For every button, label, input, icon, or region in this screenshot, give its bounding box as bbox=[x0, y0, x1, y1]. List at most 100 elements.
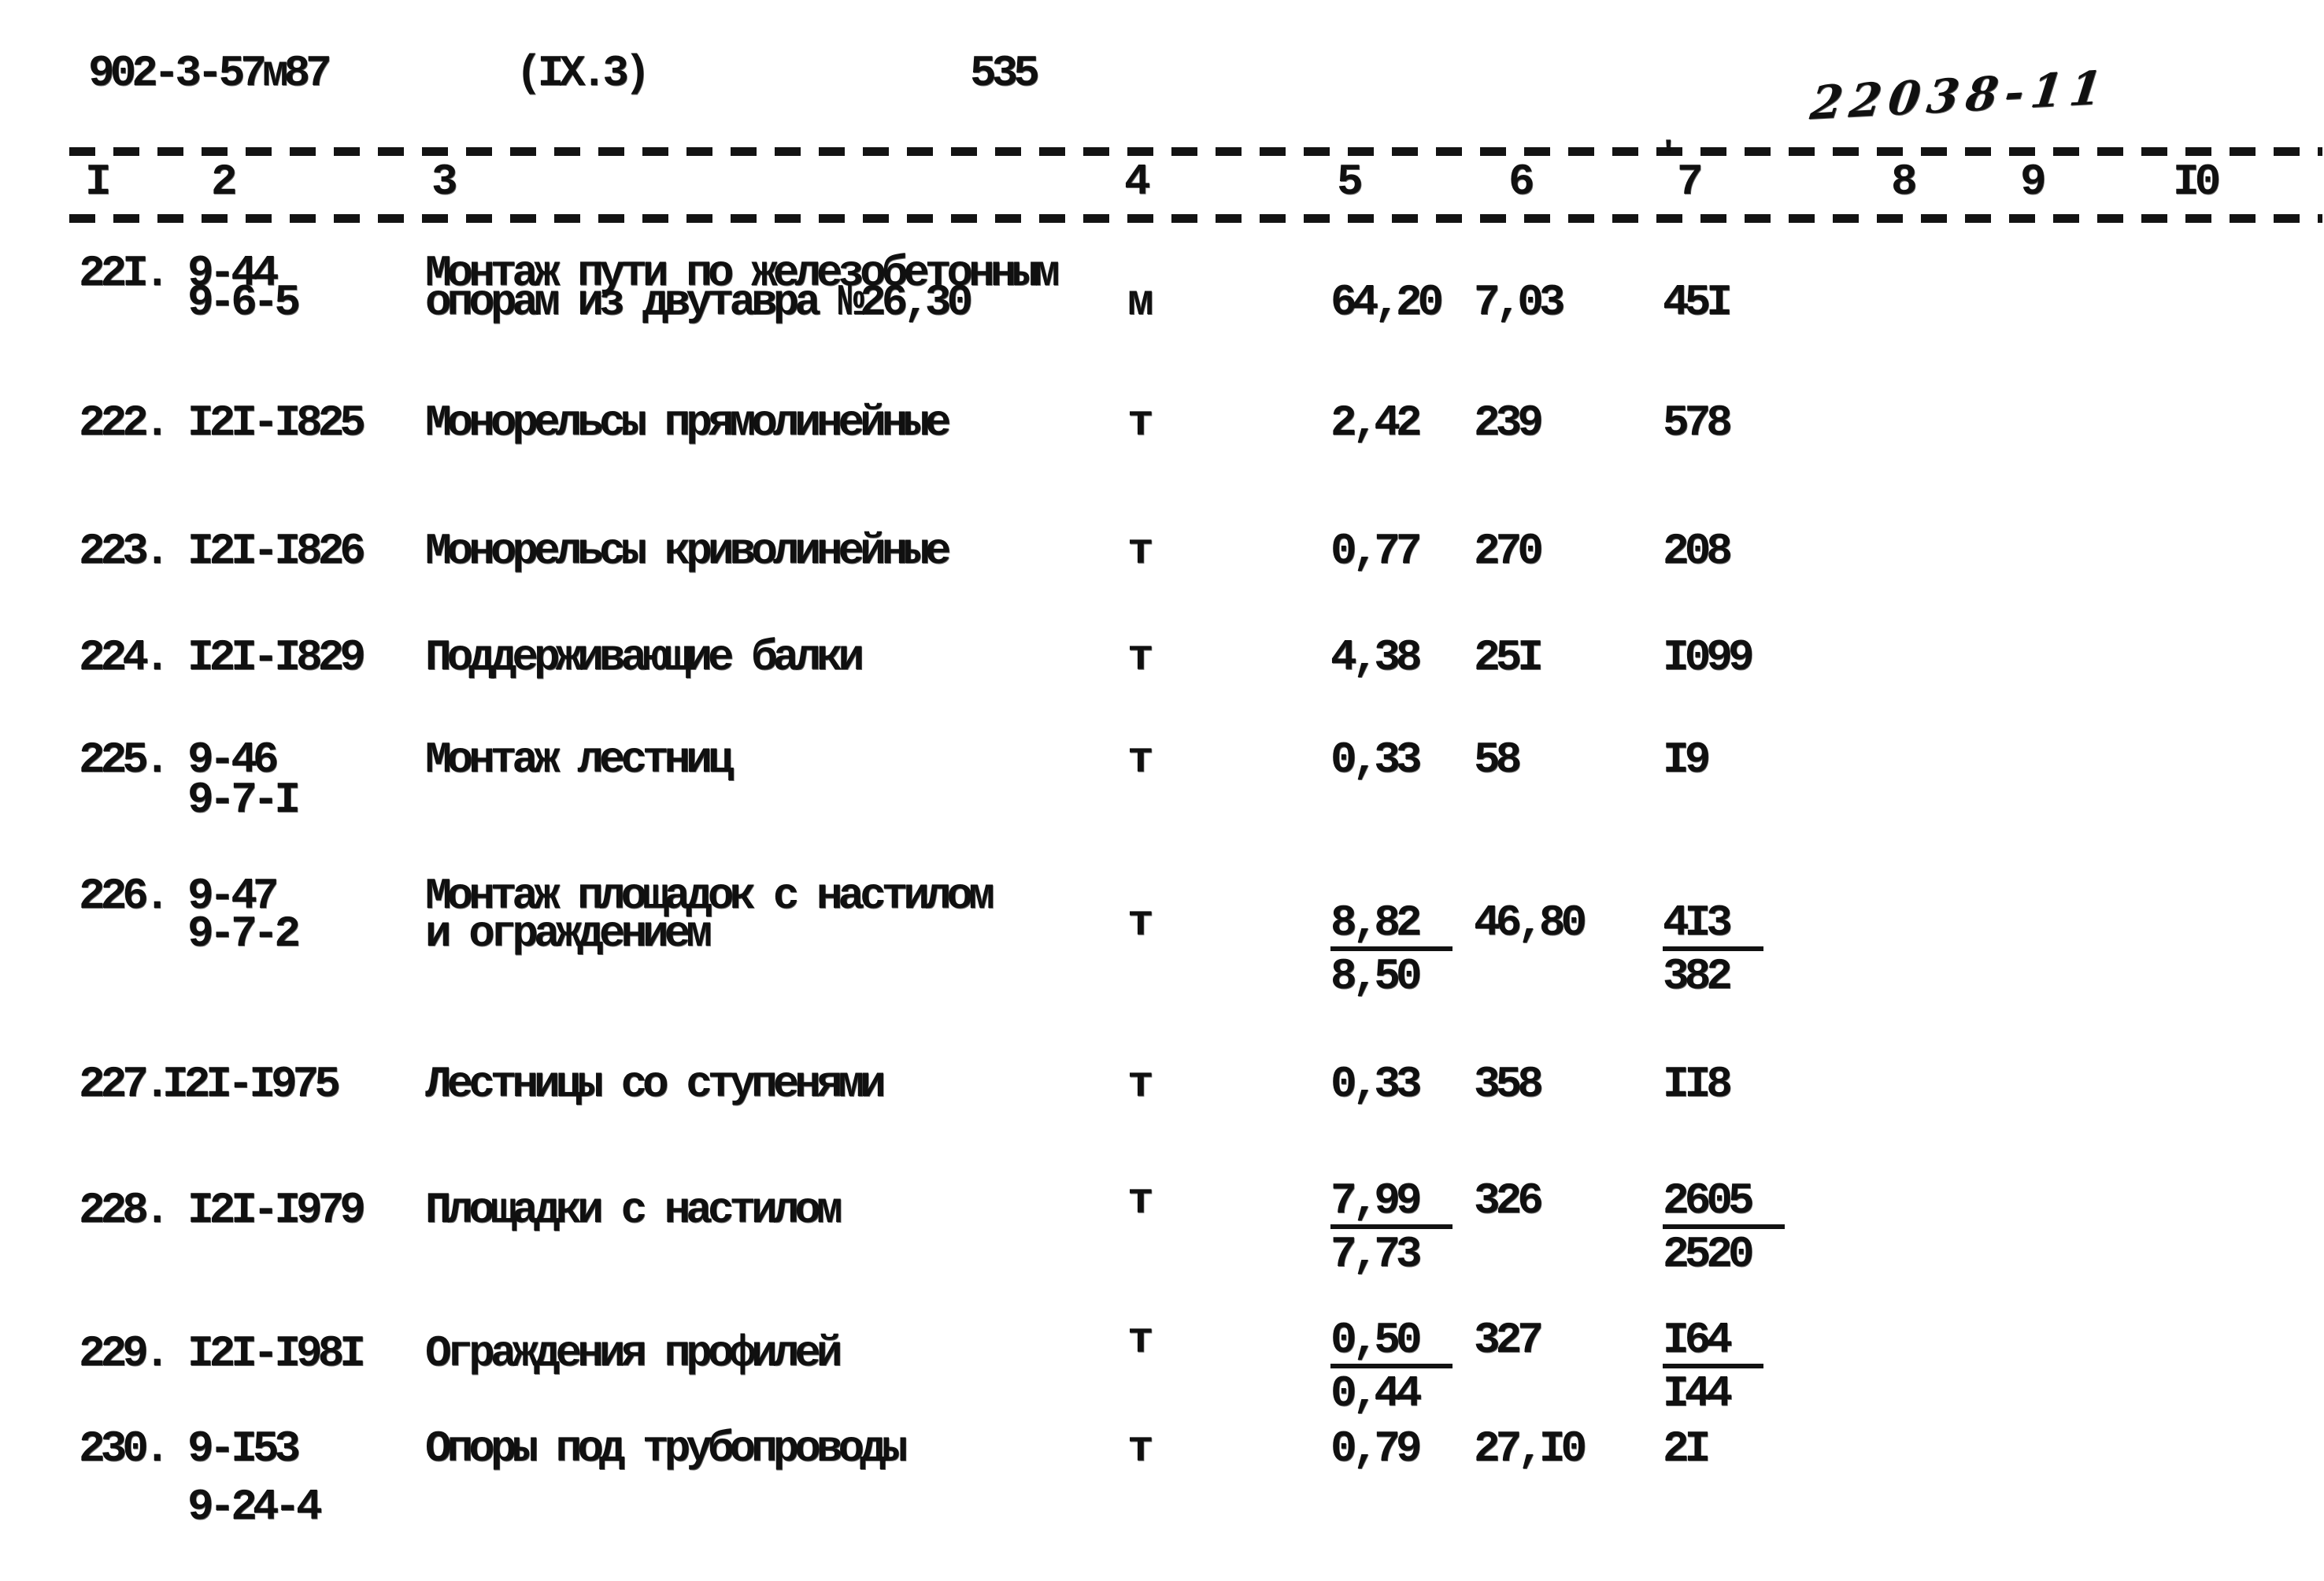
work-description: Монорельсы прямолинейные bbox=[425, 398, 952, 448]
work-description: Поддерживающие балки bbox=[425, 632, 864, 683]
estimate-code: 9-46 bbox=[187, 735, 279, 785]
quantity-cell: 8,82 8,50 bbox=[1330, 901, 1453, 1002]
unit-price-cell: 25I bbox=[1474, 632, 1544, 683]
page-number: 535 bbox=[970, 48, 1040, 98]
estimate-code-line2: 9-24-4 bbox=[187, 1482, 323, 1532]
row-number: 223. bbox=[79, 526, 170, 576]
quantity-cell-numerator: 0,50 bbox=[1330, 1318, 1453, 1368]
quantity-cell: 2,42 bbox=[1330, 398, 1422, 448]
unit-price-cell: 27,I0 bbox=[1474, 1424, 1587, 1474]
unit-price-cell: 270 bbox=[1474, 526, 1544, 576]
total-cell: 4I3 382 bbox=[1663, 901, 1763, 998]
unit-cell: т bbox=[1127, 1059, 1154, 1109]
section-reference: (IX.3) bbox=[516, 48, 651, 98]
estimate-code: 9-44 bbox=[187, 248, 279, 298]
unit-price-cell: 326 bbox=[1474, 1176, 1544, 1226]
dashed-rule-bottom bbox=[69, 214, 2322, 223]
estimate-code: I2I-I829 bbox=[187, 632, 366, 683]
quantity-cell-denominator: 8,50 bbox=[1330, 951, 1422, 1002]
quantity-cell-denominator: 7,73 bbox=[1330, 1229, 1422, 1279]
quantity-cell: 0,33 bbox=[1330, 1059, 1422, 1109]
work-description: Площадки с настилом bbox=[425, 1185, 843, 1235]
total-cell: 208 bbox=[1663, 526, 1733, 576]
total-cell-fraction: 2605 2520 bbox=[1663, 1179, 1786, 1279]
row-number: 229. bbox=[79, 1328, 170, 1379]
total-cell-numerator: 2605 bbox=[1663, 1179, 1786, 1229]
work-description-line2: и ограждением bbox=[425, 909, 712, 959]
work-description: Монорельсы криволинейные bbox=[425, 526, 952, 576]
estimate-code: I2I-I979 bbox=[187, 1185, 366, 1235]
total-cell-numerator: I64 bbox=[1663, 1318, 1763, 1368]
row-number: 226. bbox=[79, 871, 170, 921]
stray-tick-mark: ' bbox=[1658, 136, 1679, 176]
handwritten-inventory-mark: 22038-11 bbox=[1808, 60, 2112, 131]
quantity-cell-fraction: 8,82 8,50 bbox=[1330, 901, 1453, 1002]
unit-cell: т bbox=[1127, 735, 1154, 785]
work-description: Ограждения профилей bbox=[425, 1328, 843, 1379]
work-description: Монтаж пути по железобетонным bbox=[425, 248, 1060, 298]
dashed-rule-top bbox=[69, 147, 2322, 156]
row-number: 225. bbox=[79, 735, 170, 785]
row-number: 22I. bbox=[79, 248, 170, 298]
quantity-cell-numerator: 7,99 bbox=[1330, 1179, 1453, 1229]
row-number: 230. bbox=[79, 1424, 170, 1474]
quantity-cell: 0,79 bbox=[1330, 1424, 1422, 1474]
row-number: 227. bbox=[79, 1059, 170, 1109]
total-cell-denominator: 2520 bbox=[1663, 1229, 1754, 1279]
unit-cell: т bbox=[1127, 398, 1154, 448]
quantity-cell: 0,50 0,44 bbox=[1330, 1318, 1453, 1419]
quantity-cell: 0,33 bbox=[1330, 735, 1422, 785]
estimate-code: I2I-I826 bbox=[187, 526, 366, 576]
total-cell: 45I bbox=[1663, 277, 1733, 328]
total-cell: 2I bbox=[1663, 1424, 1711, 1474]
total-cell: 2605 2520 bbox=[1663, 1179, 1786, 1279]
total-cell-fraction: 4I3 382 bbox=[1663, 901, 1763, 998]
unit-price-cell: 239 bbox=[1474, 398, 1544, 448]
unit-price-cell: 7,03 bbox=[1474, 277, 1565, 328]
unit-cell: т bbox=[1127, 1176, 1154, 1226]
column-number-7: 7 bbox=[1677, 157, 1704, 207]
column-number-2: 2 bbox=[211, 157, 238, 207]
estimate-code-line2: 9-7-2 bbox=[187, 909, 301, 959]
total-cell-numerator: 4I3 bbox=[1663, 901, 1763, 951]
work-description-line2: опорам из двутавра №26,30 bbox=[425, 277, 973, 328]
estimate-code-line2: 9-7-I bbox=[187, 775, 301, 825]
row-number: 224. bbox=[79, 632, 170, 683]
quantity-cell-numerator: 8,82 bbox=[1330, 901, 1453, 951]
estimate-code: 9-47 bbox=[187, 871, 279, 921]
quantity-cell: 64,20 bbox=[1330, 277, 1444, 328]
column-number-8: 8 bbox=[1891, 157, 1918, 207]
total-cell: I64 I44 bbox=[1663, 1318, 1763, 1416]
work-description: Монтаж лестниц bbox=[425, 735, 734, 785]
estimate-code: I2I-I975 bbox=[162, 1059, 341, 1109]
column-number-6: 6 bbox=[1508, 157, 1535, 207]
estimate-code: 9-I53 bbox=[187, 1424, 301, 1474]
row-number: 228. bbox=[79, 1185, 170, 1235]
quantity-cell-fraction: 0,50 0,44 bbox=[1330, 1318, 1453, 1419]
quantity-cell-fraction: 7,99 7,73 bbox=[1330, 1179, 1453, 1279]
document-number: 902-3-57м87 bbox=[88, 48, 332, 98]
column-number-4: 4 bbox=[1124, 157, 1151, 207]
unit-price-cell: 58 bbox=[1474, 735, 1522, 785]
quantity-cell: 7,99 7,73 bbox=[1330, 1179, 1453, 1279]
total-cell-denominator: 382 bbox=[1663, 951, 1733, 1002]
total-cell: I099 bbox=[1663, 632, 1754, 683]
total-cell-denominator: I44 bbox=[1663, 1368, 1733, 1419]
unit-cell: т bbox=[1127, 632, 1154, 683]
total-cell-fraction: I64 I44 bbox=[1663, 1318, 1763, 1416]
unit-price-cell: 358 bbox=[1474, 1059, 1544, 1109]
unit-cell: т bbox=[1127, 1424, 1154, 1474]
column-number-3: 3 bbox=[431, 157, 458, 207]
total-cell: 578 bbox=[1663, 398, 1733, 448]
unit-cell: т bbox=[1127, 526, 1154, 576]
quantity-cell: 0,77 bbox=[1330, 526, 1422, 576]
column-number-9: 9 bbox=[2020, 157, 2047, 207]
unit-cell: м bbox=[1127, 277, 1154, 328]
total-cell: I9 bbox=[1663, 735, 1711, 785]
unit-cell: т bbox=[1127, 898, 1154, 948]
estimate-code-line2: 9-6-5 bbox=[187, 277, 301, 328]
column-number-5: 5 bbox=[1337, 157, 1364, 207]
work-description: Монтаж площадок с настилом bbox=[425, 871, 995, 921]
quantity-cell-denominator: 0,44 bbox=[1330, 1368, 1422, 1419]
